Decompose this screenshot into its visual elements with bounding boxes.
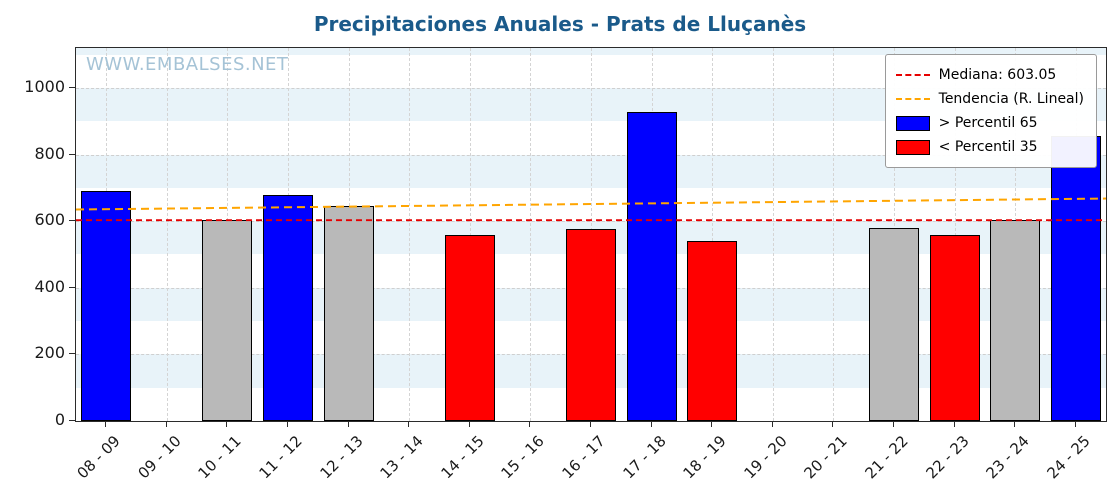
trend-line (76, 197, 1106, 211)
x-tick-mark (165, 421, 167, 427)
x-tick-mark (953, 421, 955, 427)
bar-21-22 (868, 227, 919, 421)
x-tick-label: 16 - 17 (558, 432, 609, 483)
lines-overlay (76, 197, 1106, 222)
y-tick-label: 1000 (24, 76, 65, 96)
x-tick-label: 11 - 12 (255, 432, 306, 483)
x-tick-label: 15 - 16 (497, 432, 549, 483)
legend-item-1: Tendencia (R. Lineal) (895, 87, 1084, 111)
x-tick-label: 21 - 22 (861, 432, 912, 483)
bar-08-09 (81, 191, 132, 421)
grid-line-vertical (712, 48, 714, 421)
y-tick-label: 400 (34, 276, 65, 296)
x-tick-mark (105, 421, 107, 427)
x-tick-mark (771, 421, 773, 427)
bar-17-18 (626, 111, 677, 421)
grid-line-vertical (833, 48, 835, 421)
y-tick-mark (69, 220, 75, 222)
x-tick-mark (408, 421, 410, 427)
x-tick-mark (347, 421, 349, 427)
x-tick-label: 14 - 15 (437, 432, 488, 483)
x-tick-label: 18 - 19 (679, 432, 730, 483)
legend-dashed-line-swatch (895, 98, 930, 100)
x-tick-mark (711, 421, 713, 427)
x-tick-mark (287, 421, 289, 427)
x-tick-mark (650, 421, 652, 427)
legend-item-3: < Percentil 35 (895, 135, 1084, 159)
legend-item-0: Mediana: 603.05 (895, 63, 1084, 87)
y-tick-label: 800 (34, 143, 65, 163)
x-tick-mark (832, 421, 834, 427)
y-tick-mark (69, 153, 75, 155)
x-tick-label: 10 - 11 (194, 432, 246, 483)
x-tick-label: 20 - 21 (800, 432, 852, 483)
grid-line-vertical (409, 48, 411, 421)
bar-11-12 (263, 194, 314, 421)
bar-14-15 (444, 234, 495, 421)
y-tick-label: 600 (34, 210, 65, 230)
x-tick-label: 12 - 13 (316, 432, 367, 483)
bar-23-24 (990, 220, 1041, 421)
y-tick-mark (69, 420, 75, 421)
grid-line-vertical (530, 48, 532, 421)
bar-24-25 (1050, 136, 1101, 421)
x-tick-mark (892, 421, 894, 427)
x-tick-label: 24 - 25 (1043, 432, 1094, 483)
x-tick-label: 22 - 23 (921, 432, 973, 483)
x-tick-label: 09 - 10 (134, 432, 185, 483)
x-tick-label: 08 - 09 (73, 432, 125, 483)
bar-16-17 (566, 228, 616, 421)
x-tick-label: 19 - 20 (740, 432, 791, 483)
legend-dashed-line-swatch (895, 74, 930, 76)
x-tick-mark (468, 421, 470, 427)
bar-10-11 (202, 219, 253, 421)
x-tick-label: 13 - 14 (376, 432, 427, 483)
x-tick-mark (529, 421, 531, 427)
x-tick-label: 17 - 18 (619, 432, 670, 483)
y-tick-mark (69, 286, 75, 288)
x-tick-mark (226, 421, 228, 427)
bar-18-19 (687, 241, 738, 421)
y-tick-label: 0 (54, 410, 65, 429)
legend-item-2: > Percentil 65 (895, 111, 1084, 135)
legend-label: > Percentil 65 (938, 115, 1038, 131)
y-tick-mark (69, 86, 75, 88)
y-tick-label: 200 (34, 343, 65, 363)
watermark: WWW.EMBALSES.NET (86, 54, 289, 75)
bar-22-23 (929, 234, 980, 421)
legend-color-box-swatch (895, 115, 930, 131)
y-tick-mark (69, 353, 75, 355)
legend: Mediana: 603.05 Tendencia (R. Lineal) > Pe… (884, 54, 1097, 168)
legend-label: Mediana: 603.05 (938, 67, 1057, 83)
legend-label: Tendencia (R. Lineal) (938, 91, 1084, 107)
chart-title: Precipitaciones Anuales - Prats de Lluça… (313, 12, 807, 36)
x-tick-mark (590, 421, 591, 427)
x-tick-label: 23 - 24 (982, 432, 1033, 483)
x-tick-mark (1014, 421, 1016, 427)
x-tick-mark (1074, 421, 1076, 427)
grid-line-vertical (166, 48, 168, 421)
grid-line-vertical (772, 48, 774, 421)
legend-label: < Percentil 35 (938, 139, 1038, 155)
legend-color-box-swatch (895, 139, 930, 155)
bar-12-13 (323, 206, 374, 421)
plot-area: WWW.EMBALSES.NET Mediana: 603.05 Tendenci… (75, 47, 1107, 422)
